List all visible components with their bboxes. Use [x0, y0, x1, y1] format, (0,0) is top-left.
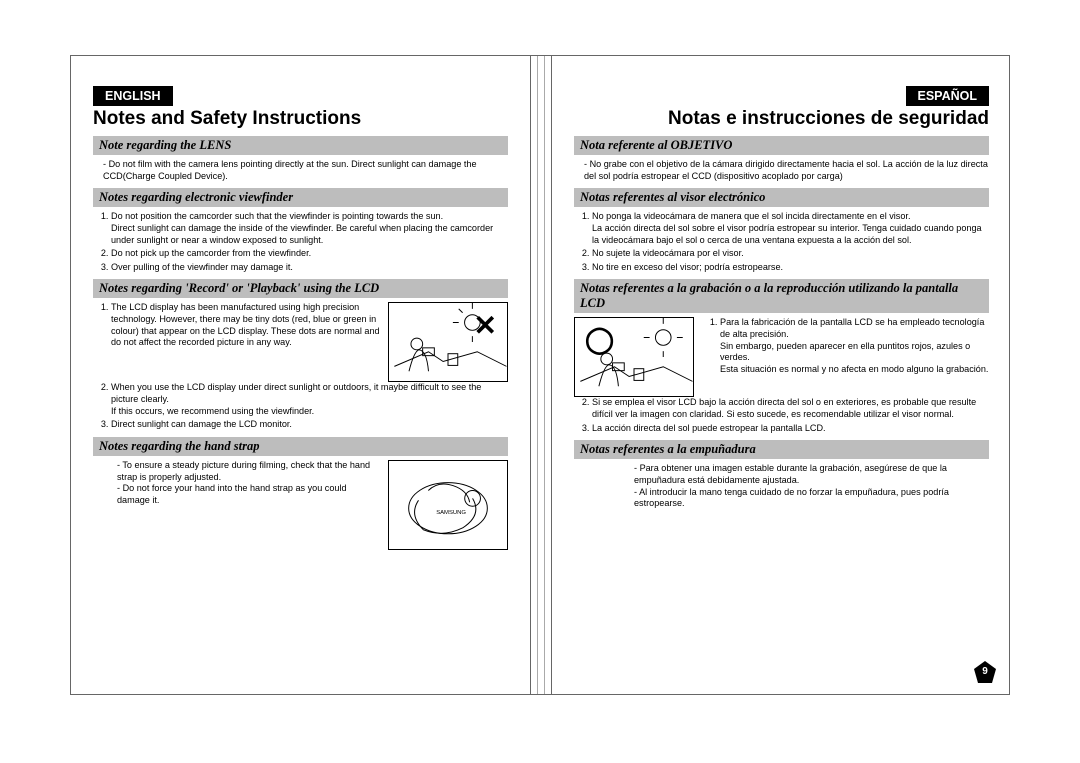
lang-tag-spanish: ESPAÑOL: [574, 86, 989, 106]
lang-label-es: ESPAÑOL: [906, 86, 990, 106]
manual-page-spread: ENGLISH Notes and Safety Instructions No…: [70, 55, 1010, 695]
lcd-item-1-es: Para la fabricación de la pantalla LCD s…: [720, 317, 989, 375]
vf-item-3: Over pulling of the viewfinder may damag…: [111, 262, 508, 274]
strap-text: To ensure a steady picture during filmin…: [93, 460, 378, 507]
lcd-list-top: The LCD display has been manufactured us…: [111, 302, 380, 349]
lcd-list-bottom: When you use the LCD display under direc…: [111, 382, 508, 431]
page-number-badge: 9: [973, 660, 997, 684]
viewfinder-list: Do not position the camcorder such that …: [111, 211, 508, 273]
lens-list: Do not film with the camera lens pointin…: [103, 159, 508, 182]
objetivo-item: No grabe con el objetivo de la cámara di…: [584, 159, 989, 182]
figure-hand-strap: SAMSUNG: [388, 460, 508, 550]
wrong-mark-icon: ✕: [474, 309, 497, 342]
figure-lcd-correct: ◯: [574, 317, 694, 397]
lcd-text-block: The LCD display has been manufactured us…: [93, 302, 380, 382]
lang-label: ENGLISH: [93, 86, 173, 106]
section-head-empunadura: Notas referentes a la empuñadura: [574, 440, 989, 459]
visor-item-1: No ponga la videocámara de manera que el…: [592, 211, 989, 246]
section-head-strap: Notes regarding the hand strap: [93, 437, 508, 456]
lens-item: Do not film with the camera lens pointin…: [103, 159, 508, 182]
lcd-list-bottom-es: Si se emplea el visor LCD bajo la acción…: [592, 397, 989, 434]
strap-item-2: Do not force your hand into the hand str…: [117, 483, 378, 506]
lang-tag-english: ENGLISH: [93, 86, 508, 106]
vf-item-2: Do not pick up the camcorder from the vi…: [111, 248, 508, 260]
lcd-item-3-es: La acción directa del sol puede estropea…: [592, 423, 989, 435]
section-head-viewfinder: Notes regarding electronic viewfinder: [93, 188, 508, 207]
objetivo-list: No grabe con el objetivo de la cámara di…: [584, 159, 989, 182]
lcd-list-top-es: Para la fabricación de la pantalla LCD s…: [720, 317, 989, 375]
binding-gutter: [530, 56, 552, 694]
empunadura-list: Para obtener una imagen estable durante …: [634, 463, 989, 510]
section-head-lcd: Notes regarding 'Record' or 'Playback' u…: [93, 279, 508, 298]
correct-mark-icon: ◯: [585, 324, 614, 355]
lcd-row: The LCD display has been manufactured us…: [93, 302, 508, 382]
lcd-row-es: ◯ Para la fabricación de la pantalla LCD…: [574, 317, 989, 397]
empunadura-item-1: Para obtener una imagen estable durante …: [634, 463, 989, 486]
page-number: 9: [973, 660, 997, 684]
doc-title-right: Notas e instrucciones de seguridad: [574, 108, 989, 130]
left-column-english: ENGLISH Notes and Safety Instructions No…: [71, 56, 530, 694]
strap-item-1: To ensure a steady picture during filmin…: [117, 460, 378, 483]
lcd-item-2: When you use the LCD display under direc…: [111, 382, 508, 417]
visor-item-2: No sujete la videocámara por el visor.: [592, 248, 989, 260]
section-head-objetivo: Nota referente al OBJETIVO: [574, 136, 989, 155]
section-head-lens: Note regarding the LENS: [93, 136, 508, 155]
hand-strap-illustration-icon: SAMSUNG: [389, 461, 507, 550]
lcd-item-3: Direct sunlight can damage the LCD monit…: [111, 419, 508, 431]
strap-list: To ensure a steady picture during filmin…: [117, 460, 378, 507]
lcd-item-2-es: Si se emplea el visor LCD bajo la acción…: [592, 397, 989, 420]
vf-item-1: Do not position the camcorder such that …: [111, 211, 508, 246]
right-column-spanish: ESPAÑOL Notas e instrucciones de segurid…: [552, 56, 1011, 694]
lcd-item-1: The LCD display has been manufactured us…: [111, 302, 380, 349]
empunadura-item-2: Al introducir la mano tenga cuidado de n…: [634, 487, 989, 510]
doc-title-left: Notes and Safety Instructions: [93, 108, 508, 130]
section-head-grabacion-lcd: Notas referentes a la grabación o a la r…: [574, 279, 989, 313]
visor-list: No ponga la videocámara de manera que el…: [592, 211, 989, 273]
figure-lcd-wrong: ✕: [388, 302, 508, 382]
lcd-text-block-es: Para la fabricación de la pantalla LCD s…: [702, 317, 989, 397]
section-head-visor: Notas referentes al visor electrónico: [574, 188, 989, 207]
strap-row: To ensure a steady picture during filmin…: [93, 460, 508, 550]
visor-item-3: No tire en exceso del visor; podría estr…: [592, 262, 989, 274]
svg-text:SAMSUNG: SAMSUNG: [436, 510, 466, 516]
